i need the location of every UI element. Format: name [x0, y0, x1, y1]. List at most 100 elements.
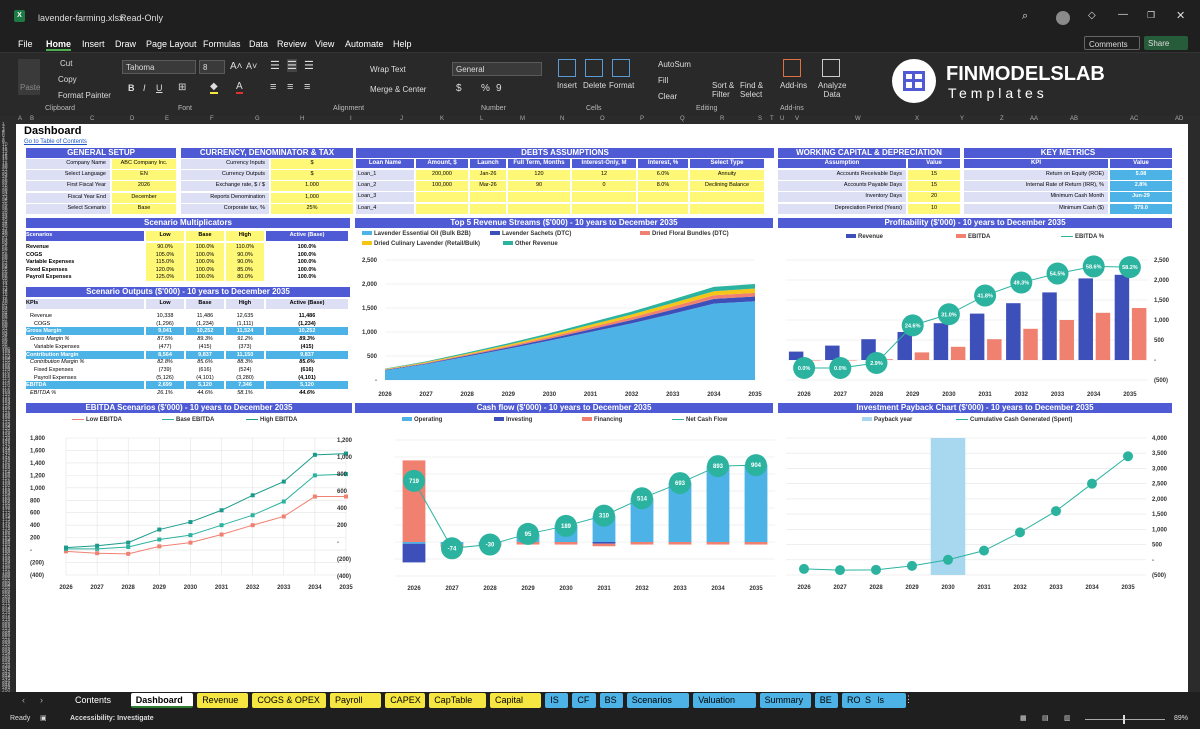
row-header[interactable]: 147 — [2, 453, 11, 460]
column-header[interactable]: D — [130, 116, 135, 122]
cell[interactable]: 6.0% — [638, 170, 688, 180]
row-header[interactable]: 206 — [2, 587, 11, 594]
tab-cogs-opex[interactable]: COGS & OPEX — [252, 693, 326, 708]
cell[interactable]: Variable Expenses — [26, 259, 75, 266]
row-header[interactable]: 88 — [2, 319, 8, 326]
row-header[interactable]: 222 — [2, 624, 11, 631]
cell[interactable]: 11,150 — [226, 350, 264, 359]
format-cells-button[interactable]: Format — [609, 81, 635, 90]
row-header[interactable]: 5 — [2, 131, 5, 138]
cell[interactable]: December — [112, 192, 176, 203]
cell[interactable]: Loan_1 — [356, 170, 414, 180]
fill-button[interactable]: Fill — [658, 76, 669, 85]
cell[interactable]: 10 — [908, 203, 960, 214]
row-header[interactable]: 78 — [2, 296, 8, 303]
cell[interactable]: (616) — [300, 366, 314, 373]
cell[interactable]: Base — [112, 203, 176, 214]
cell[interactable]: 12,635 — [236, 313, 254, 319]
menu-home[interactable]: Home — [46, 39, 72, 51]
row-header[interactable]: 117 — [2, 385, 10, 392]
italic-icon[interactable]: I — [143, 83, 146, 93]
legend-item[interactable]: Financing — [582, 417, 622, 423]
sort-filter-button[interactable]: Sort & Filter — [712, 81, 735, 99]
row-header[interactable]: 219 — [2, 617, 11, 624]
row-header[interactable]: 49 — [2, 231, 8, 238]
row-header[interactable]: 240 — [2, 665, 11, 671]
row-header[interactable]: 228 — [2, 637, 11, 644]
row-header[interactable]: 233 — [2, 649, 11, 656]
row-header[interactable]: 158 — [2, 478, 11, 485]
percent-icon[interactable]: % — [481, 83, 490, 94]
row-header[interactable]: 193 — [2, 558, 11, 565]
cell[interactable]: 90 — [508, 181, 570, 192]
row-header[interactable]: 179 — [2, 526, 11, 533]
row-header[interactable]: 34 — [2, 196, 8, 203]
tab-options-icon[interactable]: ⋮ — [904, 694, 913, 704]
row-header[interactable]: 11 — [2, 144, 8, 151]
row-header[interactable]: 125 — [2, 403, 11, 410]
row-header[interactable]: 241 — [2, 667, 11, 674]
row-header[interactable]: 160 — [2, 483, 11, 490]
cell[interactable]: Gross Margin — [26, 327, 144, 336]
row-header[interactable]: 200 — [2, 574, 11, 581]
legend-item[interactable]: Revenue — [846, 234, 883, 240]
row-header[interactable]: 105 — [2, 358, 11, 365]
column-header[interactable]: AD — [1175, 116, 1184, 122]
row-header[interactable]: 4 — [2, 128, 5, 135]
row-header[interactable]: 150 — [2, 460, 11, 467]
cell[interactable]: 200,000 — [416, 170, 468, 180]
cell[interactable]: Payroll Expenses — [34, 374, 77, 381]
row-header[interactable]: 195 — [2, 562, 11, 569]
autosum-button[interactable]: AutoSum — [658, 60, 691, 69]
row-header[interactable]: 171 — [2, 508, 11, 515]
row-header[interactable]: 119 — [2, 390, 10, 397]
row-header[interactable]: 20 — [2, 165, 8, 172]
cell[interactable]: Fixed Expenses — [26, 266, 68, 273]
row-header[interactable]: 245 — [2, 676, 11, 683]
cell[interactable]: 100.0% — [186, 250, 224, 259]
tab-cf[interactable]: CF — [572, 693, 596, 708]
row-header[interactable]: 130 — [2, 415, 11, 422]
row-header[interactable]: 9 — [2, 140, 5, 147]
row-header[interactable]: 142 — [2, 442, 11, 449]
menu-review[interactable]: Review — [277, 39, 307, 49]
row-header[interactable]: 247 — [2, 680, 11, 687]
row-header[interactable]: 70 — [2, 278, 8, 285]
row-header[interactable]: 102 — [2, 351, 11, 358]
row-header[interactable]: 116 — [2, 383, 10, 390]
cell[interactable]: (1,296) — [156, 320, 174, 327]
row-header[interactable]: 115 — [2, 381, 10, 387]
file-mode[interactable]: Read-Only — [120, 13, 164, 23]
row-header[interactable]: 13 — [2, 149, 8, 156]
column-header[interactable]: K — [440, 116, 445, 122]
row-header[interactable]: 68 — [2, 274, 8, 281]
analyze-data-button[interactable]: Analyze Data — [818, 81, 847, 99]
tab-be[interactable]: BE — [814, 693, 838, 708]
row-header[interactable]: 143 — [2, 444, 11, 451]
row-header[interactable]: 198 — [2, 569, 11, 576]
cell[interactable]: Fiscal Year End — [26, 192, 110, 203]
cell[interactable]: 88.3% — [237, 359, 253, 366]
cell[interactable]: (1,111) — [236, 320, 254, 327]
row-header[interactable]: 21 — [2, 167, 8, 174]
cell[interactable]: 15 — [908, 181, 960, 192]
row-header[interactable]: 65 — [2, 267, 8, 274]
row-header[interactable]: 86 — [2, 315, 8, 322]
tab-scenarios[interactable]: Scenarios — [626, 693, 690, 708]
align-left-icon[interactable]: ≡ — [270, 81, 277, 93]
row-header[interactable]: 237 — [2, 658, 11, 665]
row-header[interactable]: 211 — [2, 599, 10, 606]
cell[interactable]: 11,524 — [226, 327, 264, 336]
tab-contents[interactable]: Contents — [70, 693, 127, 708]
cut-button[interactable]: Cut — [60, 59, 73, 68]
next-sheet-icon[interactable]: › — [40, 695, 43, 705]
menu-help[interactable]: Help — [393, 39, 412, 49]
column-header[interactable]: T — [770, 116, 774, 122]
cell[interactable]: 1.000 — [271, 181, 353, 192]
row-header[interactable]: 96 — [2, 337, 8, 344]
cell[interactable]: 100.0% — [186, 243, 224, 251]
vertical-scrollbar[interactable] — [1188, 124, 1200, 692]
accessibility-status[interactable]: Accessibility: Investigate — [70, 715, 154, 722]
row-header[interactable]: 124 — [2, 401, 11, 408]
row-header[interactable]: 36 — [2, 201, 8, 208]
